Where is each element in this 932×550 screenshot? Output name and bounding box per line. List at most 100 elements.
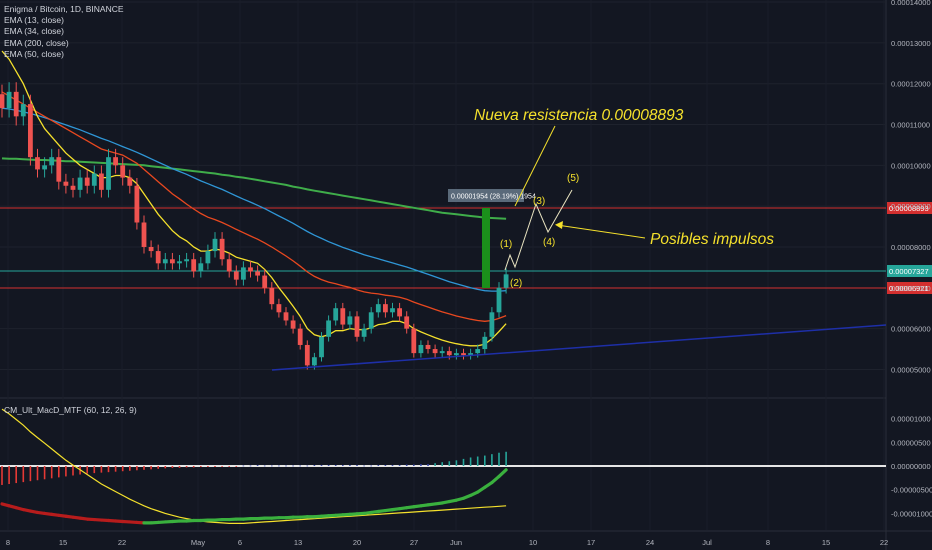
- macd-histogram-bar: [172, 466, 174, 468]
- macd-histogram-bar: [363, 466, 365, 467]
- measure-bar[interactable]: [482, 208, 490, 288]
- wave-label: (1): [500, 239, 512, 250]
- candle-up: [369, 312, 374, 328]
- impulses-callout[interactable]: Posibles impulsos: [650, 231, 774, 248]
- y-tick-label: 0.00011000: [891, 121, 930, 130]
- candle-down: [284, 312, 289, 320]
- macd-histogram-bar: [150, 466, 152, 469]
- candle-up: [163, 259, 168, 263]
- candle-down: [99, 174, 104, 190]
- x-tick-label: 10: [529, 538, 537, 547]
- candle-down: [35, 157, 40, 169]
- candle-down: [0, 94, 4, 108]
- candle-down: [277, 304, 282, 312]
- macd-histogram-bar: [250, 466, 252, 467]
- candle-down: [291, 320, 296, 328]
- x-tick-label: May: [191, 538, 205, 547]
- macd-y-tick-label: -0.00000500: [891, 486, 932, 495]
- macd-histogram-bar: [378, 465, 380, 466]
- y-tick-label: 0.00006000: [891, 325, 931, 334]
- candle-down: [404, 316, 409, 328]
- y-tick-label: 0.00007000: [891, 284, 931, 293]
- macd-histogram-bar: [477, 457, 479, 466]
- macd-histogram-bar: [136, 466, 138, 470]
- macd-histogram-bar: [456, 460, 458, 466]
- macd-histogram-bar: [264, 466, 266, 467]
- macd-histogram-bar: [179, 466, 181, 468]
- macd-legend[interactable]: CM_Ult_MacD_MTF (60, 12, 26, 9): [4, 405, 137, 415]
- macd-histogram-bar: [285, 466, 287, 467]
- candle-down: [355, 316, 360, 336]
- x-tick-label: 8: [6, 538, 10, 547]
- macd-histogram-bar: [399, 465, 401, 466]
- y-tick-label: 0.00012000: [891, 80, 931, 89]
- candle-up: [362, 329, 367, 337]
- macd-histogram-bar: [157, 466, 159, 469]
- macd-histogram-bar: [1, 466, 3, 485]
- candle-down: [28, 104, 33, 157]
- legend-ema13[interactable]: EMA (13, close): [4, 15, 124, 26]
- y-tick-label: 0.00014000: [891, 0, 931, 7]
- macd-histogram-bar: [321, 465, 323, 466]
- candle-up: [482, 337, 487, 349]
- macd-histogram-bar: [342, 465, 344, 466]
- candle-down: [411, 329, 416, 353]
- macd-histogram-bar: [370, 466, 372, 467]
- x-tick-label: 24: [646, 538, 654, 547]
- macd-histogram-bar: [101, 466, 103, 473]
- macd-histogram-bar: [193, 466, 195, 467]
- candle-down: [234, 271, 239, 279]
- legend-ema50[interactable]: EMA (50, close): [4, 49, 124, 60]
- macd-histogram-bar: [186, 466, 188, 467]
- candle-up: [333, 308, 338, 320]
- macd-y-tick-label: -0.00001000: [891, 509, 932, 518]
- candle-down: [426, 345, 431, 349]
- macd-y-tick-label: 0.00000000: [891, 462, 931, 471]
- wave-label: (2): [510, 278, 522, 289]
- candle-up: [42, 165, 47, 169]
- candle-up: [177, 261, 182, 263]
- macd-histogram-bar: [427, 464, 429, 466]
- macd-histogram-bar: [406, 465, 408, 466]
- candle-down: [149, 247, 154, 251]
- candle-down: [383, 304, 388, 312]
- legend-ema34[interactable]: EMA (34, close): [4, 26, 124, 37]
- macd-histogram-bar: [470, 457, 472, 466]
- macd-histogram-bar: [8, 466, 10, 484]
- price-tag-label: 0.00007327: [889, 267, 929, 276]
- x-tick-label: 22: [118, 538, 126, 547]
- candle-up: [213, 239, 218, 251]
- macd-histogram-bar: [484, 456, 486, 466]
- macd-histogram-bar: [420, 464, 422, 466]
- macd-histogram-bar: [165, 466, 167, 468]
- macd-histogram-bar: [122, 466, 124, 471]
- x-tick-label: 8: [766, 538, 770, 547]
- candle-up: [241, 267, 246, 279]
- candle-down: [14, 92, 19, 116]
- symbol-title[interactable]: Enigma / Bitcoin, 1D, BINANCE: [4, 4, 124, 15]
- macd-histogram-bar: [491, 454, 493, 466]
- candle-down: [227, 259, 232, 271]
- measure-label: 0.00001954 (28.19%) 1954: [451, 194, 536, 201]
- candle-down: [127, 178, 132, 186]
- candle-up: [419, 345, 424, 353]
- macd-histogram-bar: [115, 466, 117, 472]
- legend-ema200[interactable]: EMA (200, close): [4, 38, 124, 49]
- macd-histogram-bar: [349, 465, 351, 466]
- candle-down: [156, 251, 161, 263]
- candle-up: [490, 312, 495, 336]
- candle-down: [397, 308, 402, 316]
- macd-histogram-bar: [392, 465, 394, 466]
- candle-up: [376, 304, 381, 312]
- candle-up: [319, 337, 324, 357]
- macd-histogram-bar: [449, 461, 451, 466]
- macd-histogram-bar: [292, 466, 294, 467]
- candle-down: [255, 271, 260, 275]
- candle-up: [206, 251, 211, 263]
- resistance-callout[interactable]: Nueva resistencia 0.00008893: [474, 107, 684, 124]
- candle-down: [433, 349, 438, 353]
- candle-up: [348, 316, 353, 324]
- macd-histogram-bar: [51, 466, 53, 478]
- macd-histogram-bar: [15, 466, 17, 483]
